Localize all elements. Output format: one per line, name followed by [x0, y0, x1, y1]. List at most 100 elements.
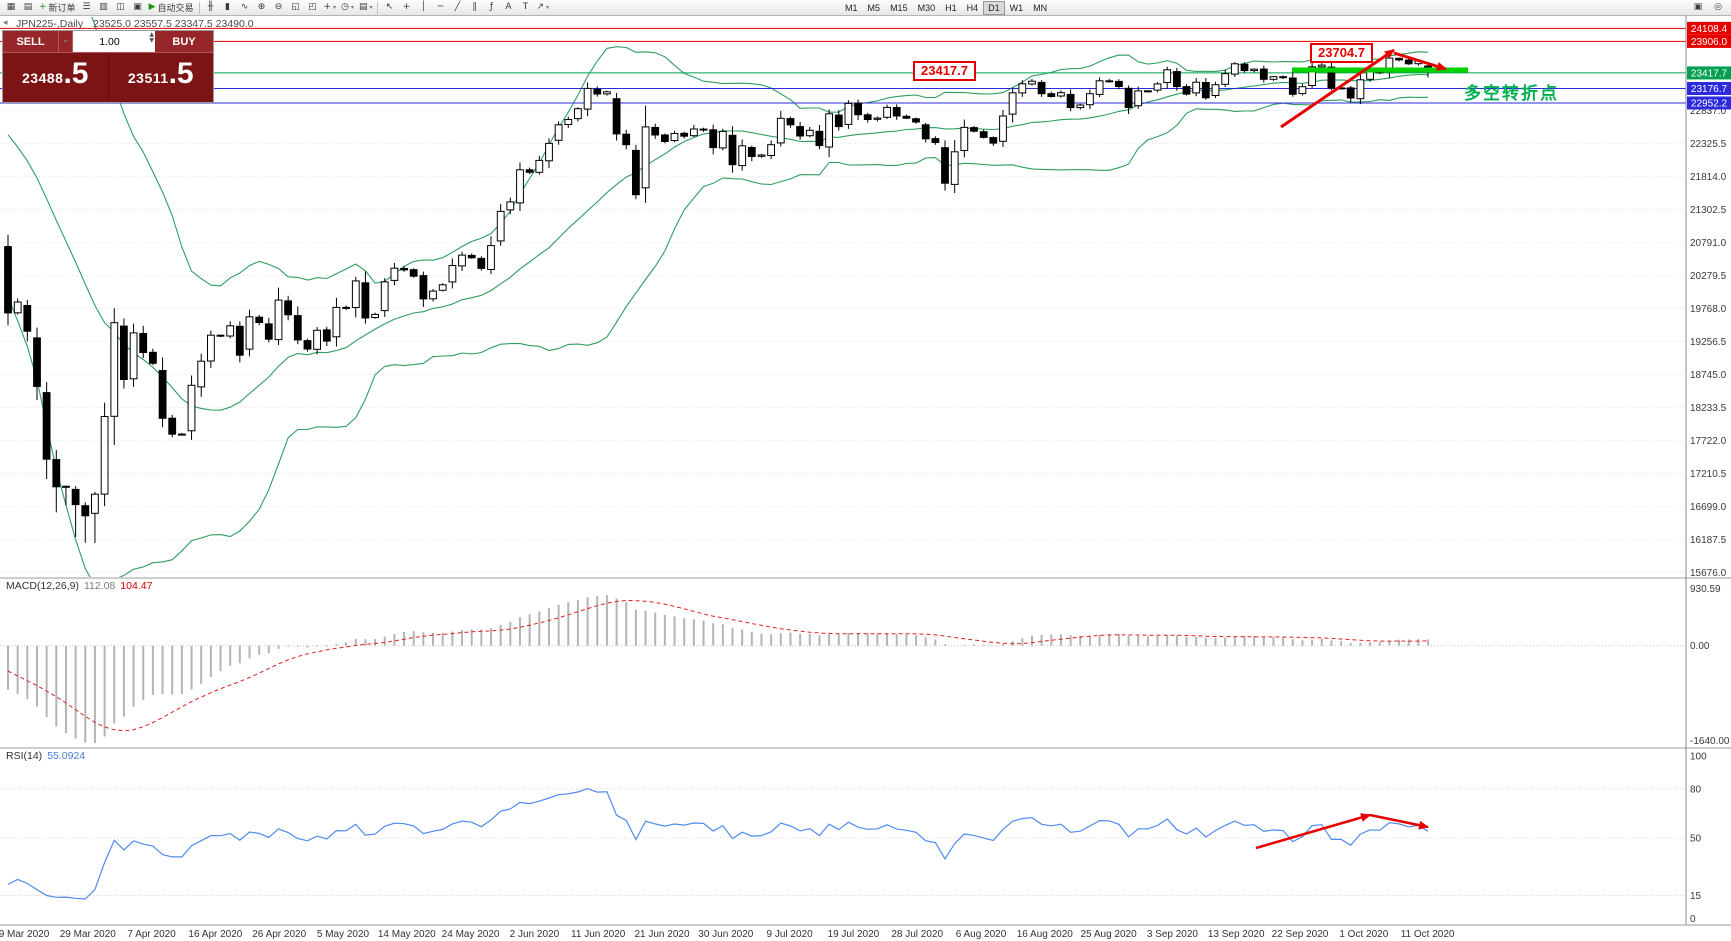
price-axis-badges: 24108.4 23906.0 23417.7 23176.7 22952.2 [1687, 21, 1731, 110]
svg-text:21302.5: 21302.5 [1690, 205, 1727, 216]
new-order-icon: + [39, 2, 47, 12]
svg-text:16699.0: 16699.0 [1690, 502, 1727, 513]
volume-increase-button[interactable]: ▲ [149, 31, 154, 38]
sell-button[interactable]: SELL [3, 31, 59, 53]
cascade-windows-button[interactable]: ◰ [305, 1, 321, 15]
svg-text:28 Jul 2020: 28 Jul 2020 [891, 929, 943, 940]
chart-objects[interactable] [1255, 48, 1468, 850]
svg-text:17210.5: 17210.5 [1690, 469, 1727, 480]
svg-text:9 Jul 2020: 9 Jul 2020 [767, 929, 814, 940]
bar-chart-button[interactable]: ╫ [203, 1, 219, 15]
periods-icon: ◷ [341, 2, 349, 12]
label-button[interactable]: T [517, 1, 533, 15]
timeframe-mn[interactable]: MN [1033, 2, 1048, 13]
line-chart-button[interactable]: ∿ [237, 1, 253, 15]
macd-histogram [0, 595, 1685, 743]
terminal-button[interactable]: ▣ [130, 1, 146, 15]
channel-button[interactable]: ∥ [466, 1, 482, 15]
profiles-icon: ▤ [23, 2, 33, 12]
timeframe-m30[interactable]: M30 [917, 2, 936, 13]
cursor-button[interactable]: ↖ [381, 1, 397, 15]
timeframe-m5[interactable]: M5 [867, 2, 881, 13]
crosshair-button[interactable]: + [398, 1, 414, 15]
svg-text:23906.0: 23906.0 [1691, 37, 1728, 48]
timeframe-h4[interactable]: H4 [966, 2, 979, 13]
bollinger-bands [7, 17, 1429, 577]
new-chart-button[interactable]: ▦ [3, 1, 19, 15]
docs-panel-icon: ▣ [1693, 2, 1703, 12]
rsi-value: 55.0924 [47, 750, 86, 762]
buy-price-display[interactable]: 23511.5 [127, 57, 194, 90]
arrow-tools-icon: ↗ [536, 2, 545, 12]
svg-text:0: 0 [1690, 914, 1696, 925]
sell-price-display[interactable]: 23488.5 [3, 53, 109, 102]
text-icon: A [505, 2, 512, 12]
price-level-callout-23417[interactable]: 23417.7 [913, 61, 976, 81]
docs-panel-icon[interactable]: ▣ [1690, 1, 1706, 15]
volume-decrease-button[interactable]: ▼ [149, 37, 154, 44]
vertical-line-icon: │ [420, 2, 427, 12]
svg-text:930.59: 930.59 [1690, 584, 1721, 595]
svg-text:16187.5: 16187.5 [1690, 535, 1727, 546]
line-chart-icon: ∿ [240, 2, 249, 12]
candlestick-chart-button[interactable]: ▮ [220, 1, 236, 15]
auto-trading-button[interactable]: ▶ 自动交易 [147, 1, 196, 15]
svg-text:23176.7: 23176.7 [1691, 84, 1728, 95]
cursor-icon: ↖ [385, 2, 394, 12]
svg-text:24 May 2020: 24 May 2020 [442, 929, 500, 940]
terminal-icon: ▣ [133, 2, 142, 12]
search-icon[interactable]: ◎ [1710, 1, 1726, 15]
horizontal-line-button[interactable]: ─ [432, 1, 448, 15]
zoom-in-icon: ⊕ [257, 2, 266, 12]
profiles-button[interactable]: ▤ [20, 1, 36, 15]
data-window-button[interactable]: ▥ [96, 1, 112, 15]
timeframe-m15[interactable]: M15 [890, 2, 908, 13]
price-level-callout-23704[interactable]: 23704.7 [1310, 43, 1373, 63]
tile-windows-button[interactable]: ◱ [288, 1, 304, 15]
new-chart-icon: ▦ [6, 2, 16, 12]
order-options-dropdown[interactable]: ▾ [59, 31, 73, 53]
periods-button[interactable]: ◷ ▾ [339, 1, 356, 15]
svg-text:9 Mar 2020: 9 Mar 2020 [0, 929, 50, 940]
horizontal-level-lines[interactable] [0, 27, 1686, 104]
price-grid: 22837.0 22325.5 21814.0 21302.5 20791.0 20279… [0, 106, 1727, 579]
svg-text:23417.7: 23417.7 [1691, 68, 1728, 79]
date-axis[interactable]: 9 Mar 2020 29 Mar 2020 7 Apr 2020 16 Apr 20… [0, 929, 1455, 940]
toolbar-separator [377, 1, 379, 14]
text-button[interactable]: A [500, 1, 516, 15]
templates-button[interactable]: ▤ ▾ [357, 1, 375, 15]
market-watch-button[interactable]: ☰ [79, 1, 95, 15]
fibonacci-button[interactable]: ƒ [483, 1, 499, 15]
indicators-button[interactable]: + ▾ [322, 1, 339, 15]
bull-bear-turning-point-note[interactable]: 多空转折点 [1464, 84, 1559, 103]
svg-text:19 Jul 2020: 19 Jul 2020 [828, 929, 880, 940]
svg-text:22 Sep 2020: 22 Sep 2020 [1272, 929, 1329, 940]
svg-text:7 Apr 2020: 7 Apr 2020 [127, 929, 176, 940]
panel-separators[interactable] [0, 577, 1731, 926]
volume-input[interactable] [73, 35, 155, 48]
buy-button[interactable]: BUY [155, 31, 213, 53]
toolbar-separator [198, 1, 200, 14]
timeframe-d1[interactable]: D1 [983, 0, 1005, 15]
rsi-arrow-down [1369, 813, 1429, 830]
vertical-line-button[interactable]: │ [415, 1, 431, 15]
timeframe-group: M1 M5 M15 M30 H1 H4 D1 W1 MN [840, 0, 1052, 15]
new-order-button[interactable]: + 新订单 [37, 1, 78, 15]
trendline-button[interactable]: ╱ [449, 1, 465, 15]
zoom-in-button[interactable]: ⊕ [254, 1, 270, 15]
svg-text:29 Mar 2020: 29 Mar 2020 [60, 929, 117, 940]
zoom-out-button[interactable]: ⊖ [271, 1, 287, 15]
timeframe-m1[interactable]: M1 [845, 2, 858, 13]
arrow-tools-button[interactable]: ↗ ▾ [534, 1, 551, 15]
tile-windows-icon: ◱ [291, 2, 300, 12]
timeframe-w1[interactable]: W1 [1009, 2, 1024, 13]
navigator-button[interactable]: ◫ [113, 1, 129, 15]
bar-chart-icon: ╫ [207, 2, 214, 12]
svg-text:26 Apr 2020: 26 Apr 2020 [252, 929, 306, 940]
svg-text:19256.5: 19256.5 [1690, 337, 1727, 348]
one-click-collapse-icon[interactable]: ◂ [3, 18, 8, 28]
chart-title: JPN225-,Daily 23525.0 23557.5 23347.5 23… [16, 18, 254, 30]
auto-trading-icon: ▶ [148, 2, 156, 12]
timeframe-h1[interactable]: H1 [945, 2, 957, 13]
trendline-icon: ╱ [454, 2, 461, 12]
